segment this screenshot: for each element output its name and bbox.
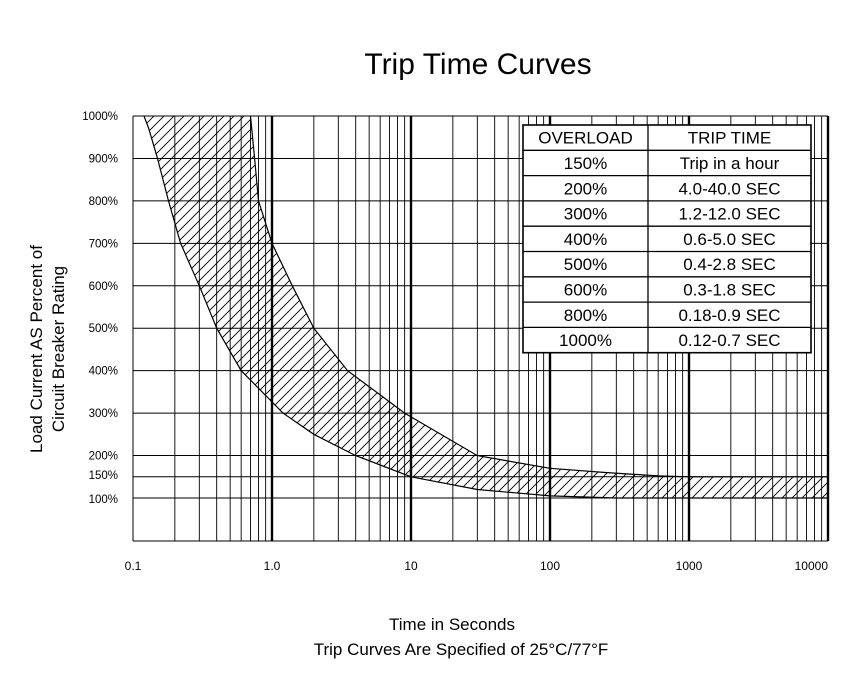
table-cell-overload: 800% bbox=[564, 306, 607, 325]
y-tick-label: 400% bbox=[89, 366, 118, 378]
y-tick-label: 800% bbox=[89, 196, 118, 208]
table-cell-overload: 400% bbox=[564, 230, 607, 249]
x-tick-label: 1000 bbox=[676, 559, 703, 573]
table-cell-overload: 300% bbox=[564, 205, 607, 224]
overload-trip-table: OVERLOAD TRIP TIME 150% Trip in a hour 200% 4… bbox=[522, 124, 812, 354]
table-cell-overload: 150% bbox=[564, 154, 607, 173]
trip-band bbox=[143, 116, 828, 499]
table-header-trip-time: TRIP TIME bbox=[688, 129, 771, 148]
y-tick-label: 150% bbox=[89, 470, 118, 482]
table-cell-overload: 500% bbox=[564, 255, 607, 274]
table-cell-trip-time: 0.6-5.0 SEC bbox=[683, 230, 776, 249]
chart-title: Trip Time Curves bbox=[364, 48, 591, 81]
y-tick-label: 900% bbox=[89, 153, 118, 165]
series-line bbox=[249, 116, 828, 478]
y-tick-label: 300% bbox=[89, 408, 118, 420]
y-tick-label: 200% bbox=[89, 451, 118, 463]
y-tick-label: 500% bbox=[89, 323, 118, 335]
table-cell-trip-time: 0.18-0.9 SEC bbox=[678, 306, 780, 325]
trip-band-area bbox=[144, 116, 828, 498]
x-tick-label: 10 bbox=[404, 559, 418, 573]
x-tick-label: 100 bbox=[540, 559, 560, 573]
series-line bbox=[143, 116, 828, 499]
table-cell-trip-time: 0.4-2.8 SEC bbox=[683, 255, 776, 274]
table-header-overload: OVERLOAD bbox=[538, 129, 632, 148]
x-tick-label: 1.0 bbox=[264, 559, 281, 573]
y-tick-label: 100% bbox=[89, 494, 118, 506]
x-tick-label: 0.1 bbox=[125, 559, 142, 573]
x-tick-labels: 0.1 1.0 10 100 1000 10000 bbox=[125, 559, 829, 573]
chart-subtitle: Trip Curves Are Specified of 25°C/77°F bbox=[314, 640, 609, 659]
table-frame bbox=[522, 124, 812, 354]
y-tick-label: 1000% bbox=[82, 111, 118, 123]
table-cell-trip-time: 0.12-0.7 SEC bbox=[678, 331, 780, 350]
y-axis-label-line1: Load Current AS Percent of bbox=[27, 245, 46, 453]
table-cell-overload: 600% bbox=[564, 280, 607, 299]
table-cell-trip-time: 0.3-1.8 SEC bbox=[683, 280, 776, 299]
table-cell-trip-time: 1.2-12.0 SEC bbox=[678, 205, 780, 224]
y-tick-label: 700% bbox=[89, 238, 118, 250]
table-cell-overload: 1000% bbox=[559, 331, 612, 350]
x-axis-label: Time in Seconds bbox=[389, 615, 515, 634]
table-cell-trip-time: 4.0-40.0 SEC bbox=[678, 179, 780, 198]
table-cell-overload: 200% bbox=[564, 179, 607, 198]
x-tick-label: 10000 bbox=[795, 559, 829, 573]
y-tick-labels: 100% 150% 200% 300% 400% 500% 600% 700% 800% 900%… bbox=[82, 111, 118, 506]
y-tick-label: 600% bbox=[89, 281, 118, 293]
table-cell-trip-time: Trip in a hour bbox=[680, 154, 780, 173]
y-axis-label-line2: Circuit Breaker Rating bbox=[49, 266, 68, 432]
